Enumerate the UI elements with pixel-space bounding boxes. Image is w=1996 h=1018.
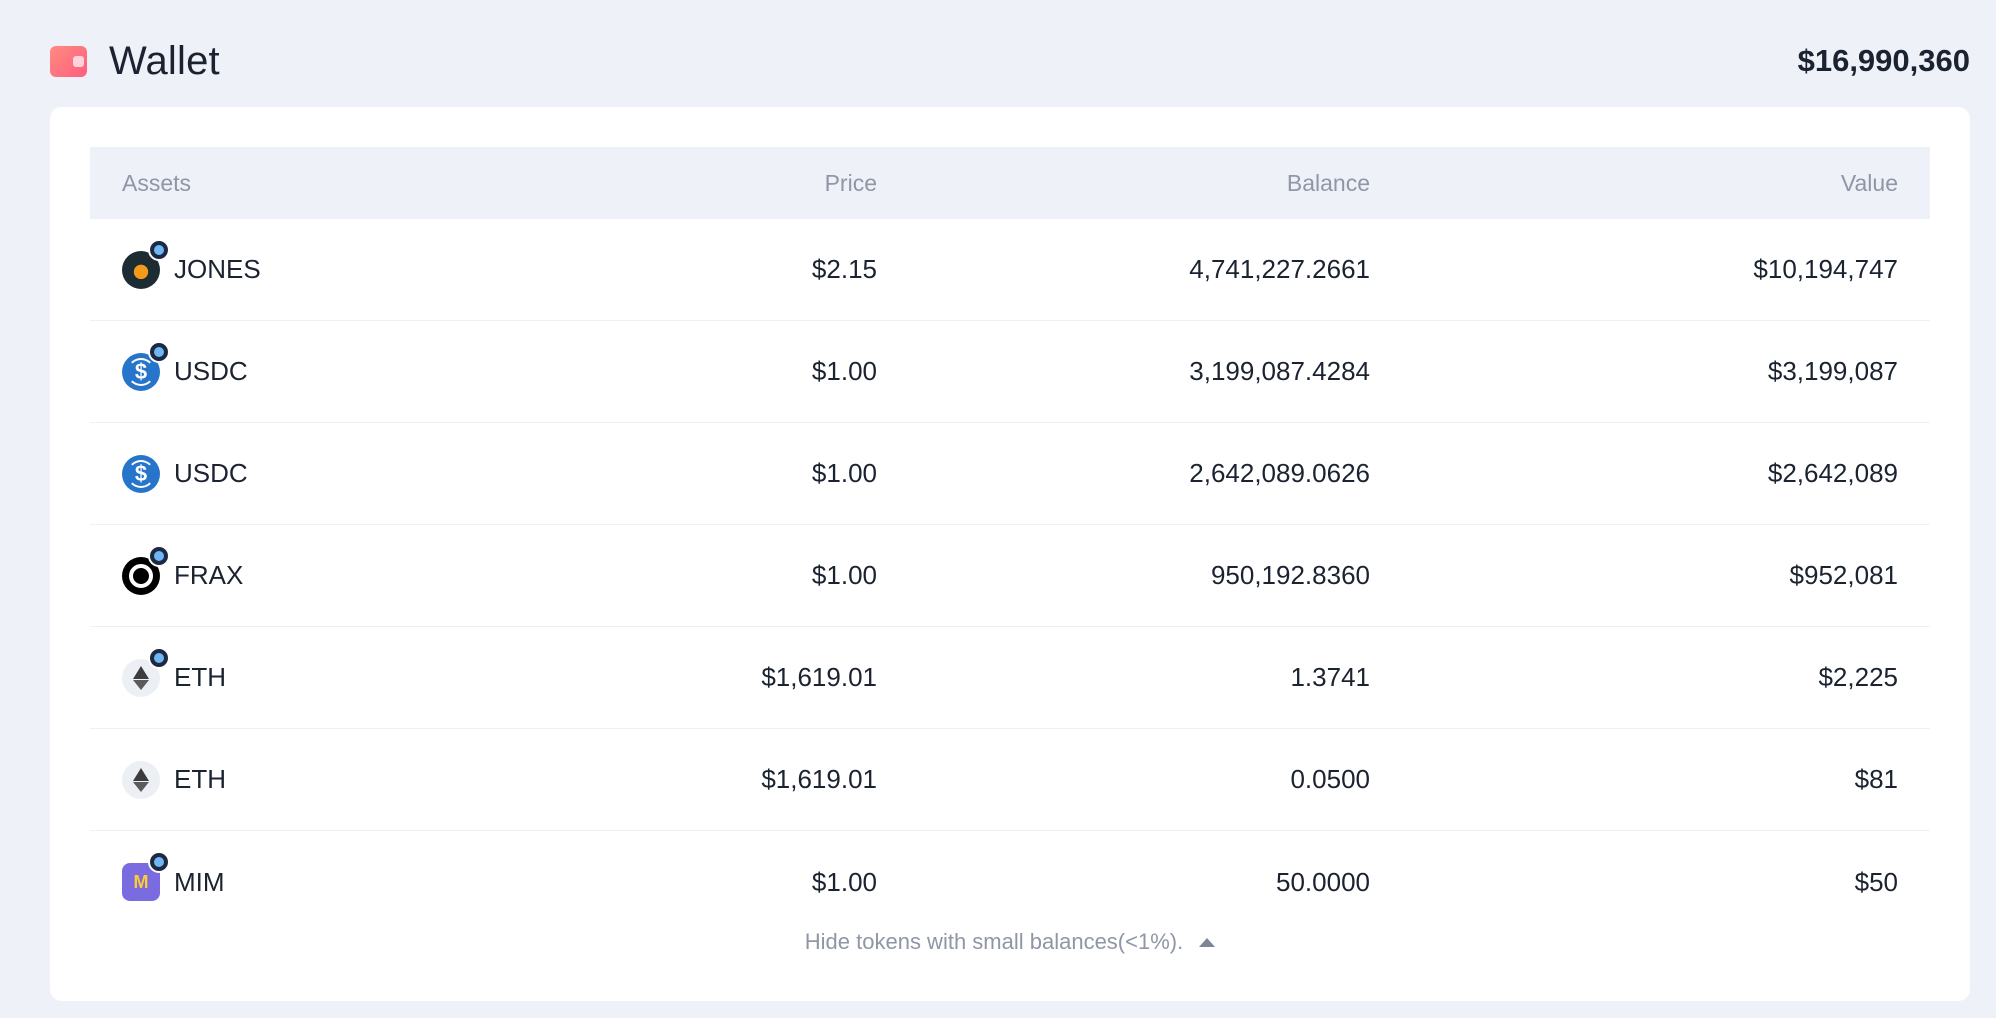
eth-icon (122, 760, 160, 799)
asset-balance: 2,642,089.0626 (1189, 458, 1370, 488)
asset-balance: 1.3741 (1290, 662, 1370, 692)
protocol-badge-icon (148, 646, 170, 669)
asset-balance: 4,741,227.2661 (1189, 254, 1370, 284)
asset-value: $3,199,087 (1767, 356, 1898, 386)
protocol-badge-icon (148, 544, 170, 567)
asset-value: $2,642,089 (1767, 458, 1898, 488)
eth-icon (122, 646, 170, 697)
frax-icon (122, 544, 170, 595)
jones-icon (122, 238, 170, 289)
usdc-icon: $ (122, 340, 170, 391)
asset-price: $2.15 (811, 254, 877, 284)
asset-symbol: FRAX (174, 560, 244, 590)
asset-balance: 50.0000 (1276, 866, 1370, 897)
asset-value: $81 (1854, 764, 1898, 794)
protocol-badge-icon (148, 851, 170, 873)
asset-value: $10,194,747 (1753, 254, 1898, 284)
table-row[interactable]: M MIM $1.00 50.0000 $50 (90, 831, 1930, 933)
asset-symbol: USDC (174, 458, 248, 488)
column-header-balance[interactable]: Balance (1286, 169, 1370, 196)
table-row[interactable]: JONES $2.15 4,741,227.2661 $10,194,747 (90, 219, 1930, 321)
asset-cell: $ USDC (122, 340, 248, 391)
asset-cell: ETH (122, 646, 226, 697)
asset-price: $1.00 (811, 356, 877, 386)
wallet-total-value: $16,990,360 (1797, 43, 1970, 78)
wallet-header: Wallet $16,990,360 (50, 34, 1970, 88)
asset-symbol: USDC (174, 356, 248, 386)
caret-up-icon[interactable] (1199, 937, 1216, 947)
table-row[interactable]: ETH $1,619.01 0.0500 $81 (90, 729, 1930, 831)
column-header-price[interactable]: Price (824, 169, 877, 196)
asset-price: $1.00 (811, 458, 877, 488)
protocol-badge-icon (148, 238, 170, 261)
asset-price: $1,619.01 (761, 764, 877, 794)
hide-small-balances-label[interactable]: Hide tokens with small balances(<1%). (804, 929, 1184, 954)
usdc-icon: $ (122, 454, 160, 493)
table-row[interactable]: FRAX $1.00 950,192.8360 $952,081 (90, 525, 1930, 627)
mim-icon: M (122, 851, 170, 901)
column-header-assets[interactable]: Assets (122, 169, 192, 196)
asset-table-body: JONES $2.15 4,741,227.2661 $10,194,747 $… (90, 219, 1930, 933)
wallet-title-group: Wallet (50, 39, 220, 84)
column-header-value[interactable]: Value (1840, 169, 1898, 196)
asset-symbol: MIM (174, 866, 225, 897)
asset-price: $1.00 (811, 866, 877, 897)
asset-price: $1.00 (811, 560, 877, 590)
asset-symbol: ETH (174, 662, 226, 692)
asset-balance: 3,199,087.4284 (1189, 356, 1370, 386)
protocol-badge-icon (148, 340, 170, 363)
table-row[interactable]: ETH $1,619.01 1.3741 $2,225 (90, 627, 1930, 729)
asset-cell: JONES (122, 238, 261, 289)
asset-value: $952,081 (1789, 560, 1898, 590)
asset-cell: ETH (122, 760, 226, 799)
hide-small-balances-toggle[interactable]: Hide tokens with small balances(<1%). (50, 929, 1970, 955)
table-header: Assets Price Balance Value (90, 147, 1930, 219)
asset-price: $1,619.01 (761, 662, 877, 692)
asset-balance: 0.0500 (1290, 764, 1370, 794)
table-row[interactable]: $ USDC $1.00 3,199,087.4284 $3,199,087 (90, 321, 1930, 423)
asset-symbol: JONES (174, 254, 261, 284)
asset-cell: FRAX (122, 544, 244, 595)
asset-value: $50 (1854, 866, 1898, 897)
wallet-icon (50, 45, 87, 77)
wallet-card: Assets Price Balance Value JONES $2.15 4… (50, 107, 1970, 1001)
asset-balance: 950,192.8360 (1210, 560, 1370, 590)
asset-symbol: ETH (174, 764, 226, 794)
asset-cell: $ USDC (122, 454, 248, 493)
table-row[interactable]: $ USDC $1.00 2,642,089.0626 $2,642,089 (90, 423, 1930, 525)
asset-cell: M MIM (122, 851, 225, 901)
page-title: Wallet (109, 38, 220, 83)
asset-value: $2,225 (1818, 662, 1898, 692)
